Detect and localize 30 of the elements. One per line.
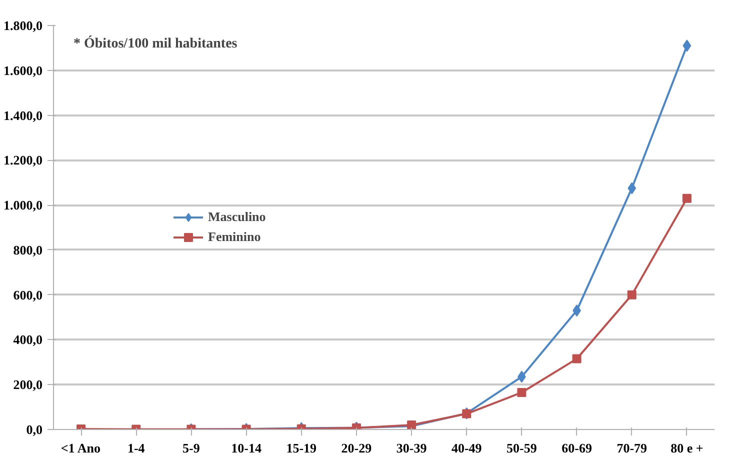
y-tick-label: 1.600,0	[4, 62, 42, 78]
x-tick-label: 40-49	[451, 440, 482, 456]
y-tick-label: 1.200,0	[4, 152, 42, 168]
y-tick-label: 0,0	[26, 422, 42, 437]
x-tick-label: 15-19	[286, 440, 318, 456]
legend-label: Feminino	[208, 229, 261, 245]
y-tick-label: 1.000,0	[4, 198, 42, 213]
x-tick-label: 50-59	[506, 440, 538, 456]
y-tick-label: 1.400,0	[4, 108, 42, 123]
y-tick-label: 200,0	[13, 377, 42, 392]
point	[682, 40, 692, 52]
x-tick-label: 30-39	[396, 440, 428, 456]
point	[572, 354, 582, 364]
point	[627, 290, 636, 300]
x-tick-label: 5-9	[182, 440, 200, 456]
legend-label: Masculino	[208, 209, 266, 225]
y-tick-label: 400,0	[13, 332, 42, 348]
x-tick-label: 70-79	[616, 440, 648, 456]
y-tick-label: 1.800,0	[4, 18, 42, 33]
point	[682, 194, 692, 203]
x-tick-label: 60-69	[562, 440, 592, 456]
y-tick-label: 600,0	[13, 287, 42, 302]
x-tick-label: 10-14	[231, 440, 262, 456]
point	[628, 182, 636, 194]
x-tick-label: 80 e +	[670, 440, 704, 456]
x-tick-label: 1-4	[127, 440, 146, 456]
annotation: * Óbitos/100 mil habitantes	[74, 34, 238, 52]
x-tick-label: 20-29	[341, 440, 372, 456]
y-tick-label: 800,0	[13, 242, 42, 258]
x-tick-label: <1 Ano	[60, 440, 100, 456]
